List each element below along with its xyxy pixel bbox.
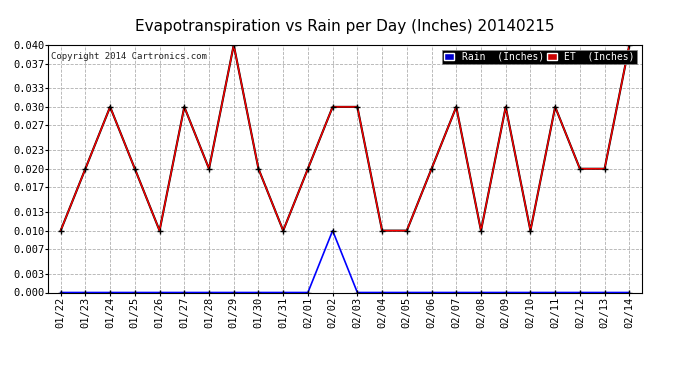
Text: Evapotranspiration vs Rain per Day (Inches) 20140215: Evapotranspiration vs Rain per Day (Inch… <box>135 19 555 34</box>
Legend: Rain  (Inches), ET  (Inches): Rain (Inches), ET (Inches) <box>442 50 637 64</box>
Text: Copyright 2014 Cartronics.com: Copyright 2014 Cartronics.com <box>51 53 207 62</box>
